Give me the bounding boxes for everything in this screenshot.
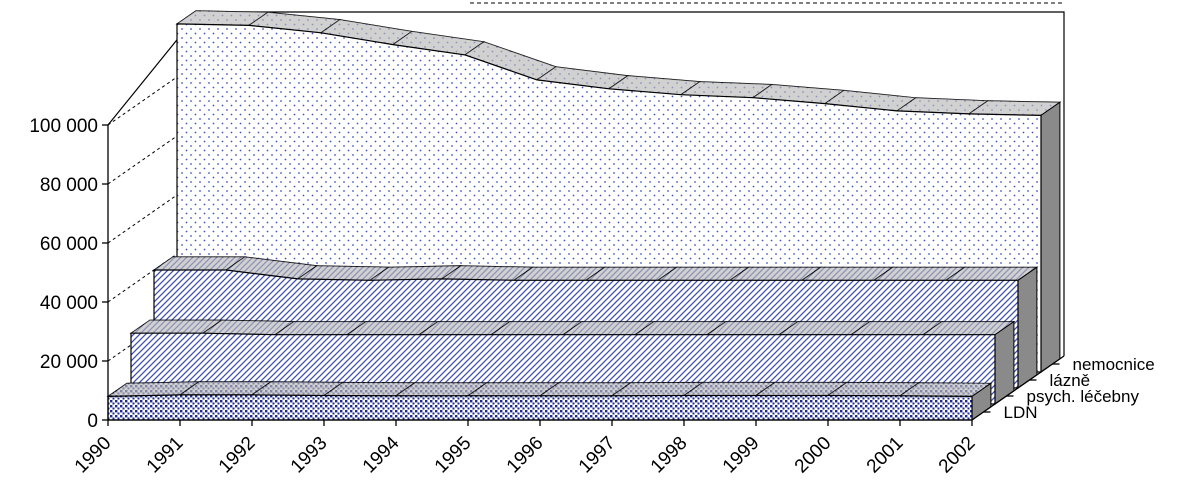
x-tick-label: 1997 (575, 433, 620, 478)
series-ldn (106, 381, 993, 421)
x-tick-label: 2001 (863, 433, 908, 478)
top-band-pattern (347, 321, 438, 335)
top-band-pattern (465, 41, 556, 80)
top-band-pattern (609, 75, 700, 95)
top-band-pattern (203, 320, 294, 335)
top-band-pattern (779, 321, 870, 335)
back-wall-frame (200, 11, 1065, 356)
end-face (1017, 266, 1038, 389)
top-band-pattern (324, 382, 415, 396)
top-band-pattern (946, 267, 1037, 281)
y-tick-label: 40 000 (40, 293, 98, 314)
gridline-side (107, 178, 201, 244)
x-tick-label: 1999 (719, 433, 764, 478)
y-tick-label: 100 000 (29, 116, 98, 137)
top-band-pattern (635, 321, 726, 335)
top-band-pattern (468, 382, 559, 396)
series-label: LDN (1004, 403, 1038, 422)
x-tick-label: 1992 (215, 433, 260, 478)
top-band-pattern (298, 265, 389, 281)
x-tick-label: 1996 (503, 433, 548, 478)
end-face (994, 320, 1015, 405)
top-band-pattern (681, 81, 772, 98)
top-band-pattern (586, 267, 677, 281)
top-band-pattern (658, 267, 749, 281)
x-tick-label: 1994 (359, 432, 404, 477)
top-band-pattern (275, 321, 366, 335)
x-tick-label: 1991 (143, 433, 188, 478)
front-face (107, 394, 973, 421)
top-band-pattern (396, 382, 487, 396)
top-band-pattern (108, 381, 199, 397)
y-tick-label: 60 000 (40, 234, 98, 255)
depth-axis-line (971, 355, 1065, 421)
top-band-pattern (177, 10, 268, 26)
top-band-pattern (802, 267, 893, 281)
end-face (1040, 101, 1061, 373)
x-tick-label: 2002 (935, 433, 980, 478)
top-band-pattern (900, 382, 991, 397)
top-band-pattern (612, 382, 703, 396)
y-tick-label: 0 (87, 411, 98, 432)
top-band-pattern (684, 382, 775, 396)
top-band-pattern (828, 382, 919, 396)
series-layer (106, 10, 1062, 421)
top-band-pattern (563, 321, 654, 335)
top-band-pattern (180, 381, 271, 395)
x-tick-label: 1998 (647, 433, 692, 478)
top-band-pattern (514, 267, 605, 281)
top-band-pattern (252, 381, 343, 396)
top-band-pattern (491, 321, 582, 335)
y-tick-label: 20 000 (40, 352, 98, 373)
top-band-pattern (753, 84, 844, 104)
top-band-pattern (419, 321, 510, 335)
top-band-pattern (851, 321, 942, 335)
top-band-pattern (923, 321, 1014, 335)
x-tick-label: 2000 (791, 433, 836, 478)
series-label: psych. léčebny (1027, 387, 1140, 406)
top-band-pattern (897, 97, 988, 114)
y-tick-label: 80 000 (40, 175, 98, 196)
series-label: lázně (1050, 371, 1091, 390)
top-band-pattern (154, 256, 245, 270)
x-tick-label: 1995 (431, 433, 476, 478)
top-band-pattern (370, 265, 461, 281)
top-band-pattern (756, 382, 847, 396)
top-band-pattern (540, 382, 631, 396)
top-band-pattern (969, 100, 1060, 116)
top-band-pattern (730, 267, 821, 281)
top-band-pattern (874, 267, 965, 281)
top-band-pattern (393, 31, 484, 55)
top-band-pattern (226, 256, 317, 279)
top-band-pattern (707, 321, 798, 335)
x-tick-label: 1993 (287, 433, 332, 478)
top-band-pattern (131, 320, 222, 334)
gridline-side (107, 60, 201, 126)
x-tick-label: 1990 (71, 433, 116, 478)
top-band-pattern (321, 19, 412, 45)
top-band-pattern (537, 66, 628, 89)
gridline-side (107, 119, 201, 185)
series-label: nemocnice (1073, 355, 1155, 374)
top-band-pattern (442, 265, 533, 281)
